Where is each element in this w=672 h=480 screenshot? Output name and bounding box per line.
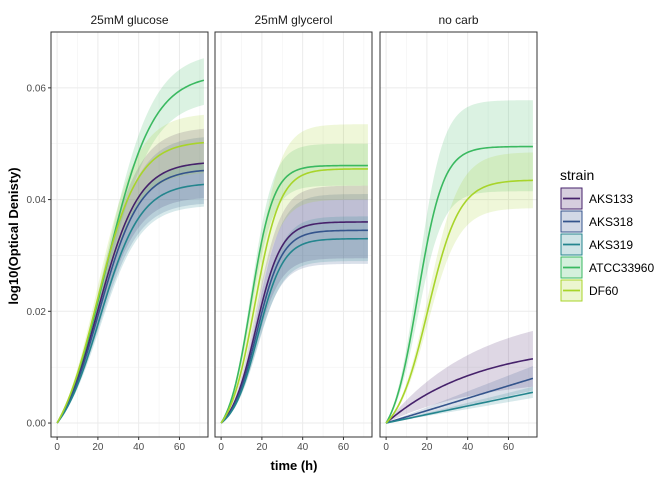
legend-title: strain (560, 167, 594, 183)
legend-label: ATCC33960 (589, 261, 654, 275)
ribbon-atcc33960 (221, 143, 368, 424)
x-tick-label: 40 (297, 442, 309, 453)
legend-label: AKS319 (589, 238, 633, 252)
y-tick-label: 0.02 (27, 307, 47, 318)
panel-1: 25mM glucose 0 20 40 60 0.00 0.02 0.04 0.06 (27, 7, 209, 453)
line-atcc33960 (385, 145, 533, 424)
facet-title: 25mM glucose (90, 13, 168, 27)
x-tick-label: 60 (503, 442, 515, 453)
facet-title: 25mM glycerol (254, 13, 332, 27)
y-tick-label: 0.00 (27, 419, 47, 430)
panel-border (379, 31, 538, 438)
legend-label: AKS133 (589, 192, 633, 206)
legend-items: AKS133 AKS318 AKS319 ATCC33960 DF60 (560, 187, 654, 302)
x-tick-label: 60 (338, 442, 350, 453)
line-aks319 (56, 183, 204, 424)
ribbon-aks318 (386, 366, 533, 424)
ribbon-aks133 (386, 330, 533, 424)
y-tick-label: 0.04 (27, 195, 47, 206)
ribbon-aks318 (221, 194, 368, 424)
legend-label: AKS318 (589, 215, 633, 229)
panel-3: no carb 0 20 40 60 (379, 7, 538, 453)
y-tick-label: 0.06 (27, 83, 47, 94)
x-tick-label: 60 (174, 442, 186, 453)
panel-border (214, 31, 373, 438)
line-df60 (220, 168, 368, 424)
series-group (385, 100, 534, 424)
line-aks133 (56, 162, 204, 424)
line-df60 (56, 141, 204, 424)
line-aks133 (220, 221, 368, 424)
legend-item: AKS319 (560, 233, 633, 256)
ribbon-atcc33960 (57, 58, 204, 424)
legend-label: DF60 (589, 284, 619, 298)
legend-item: AKS318 (560, 210, 633, 233)
facet-title: no carb (438, 13, 478, 27)
facet-strip (380, 7, 537, 32)
ribbon-aks133 (221, 185, 368, 424)
x-tick-label: 0 (54, 442, 60, 453)
x-tick-label: 20 (421, 442, 433, 453)
line-aks133 (385, 358, 534, 424)
series-group (56, 58, 205, 424)
line-aks318 (220, 229, 368, 424)
x-tick-label: 0 (383, 442, 389, 453)
panel-2: 25mM glycerol 0 20 40 60 (214, 7, 373, 453)
legend: strain AKS133 AKS318 AKS319 ATCC33960 DF60 (560, 167, 654, 302)
ribbon-aks318 (57, 137, 204, 424)
x-tick-label: 20 (256, 442, 268, 453)
legend-item: AKS133 (560, 187, 633, 210)
y-axis-title: log10(Optical Denisty) (6, 167, 21, 304)
series-group (220, 124, 368, 424)
x-axis-title: time (h) (271, 458, 318, 473)
legend-item: ATCC33960 (560, 256, 654, 279)
x-tick-label: 40 (462, 442, 474, 453)
ribbon-aks133 (57, 128, 204, 424)
plot-background (380, 32, 537, 437)
panel-border (50, 31, 209, 438)
ribbon-atcc33960 (386, 100, 533, 424)
line-aks318 (56, 169, 204, 424)
line-aks319 (385, 391, 534, 424)
ribbon-df60 (221, 124, 368, 424)
line-aks319 (220, 237, 368, 424)
x-tick-label: 20 (92, 442, 104, 453)
line-df60 (385, 179, 533, 424)
x-tick-label: 0 (218, 442, 224, 453)
ribbon-df60 (386, 152, 533, 424)
x-tick-label: 40 (133, 442, 145, 453)
line-aks318 (385, 377, 534, 424)
legend-item: DF60 (560, 279, 619, 302)
line-atcc33960 (220, 164, 368, 424)
facet-strip (51, 7, 208, 32)
facet-strip (215, 7, 372, 32)
